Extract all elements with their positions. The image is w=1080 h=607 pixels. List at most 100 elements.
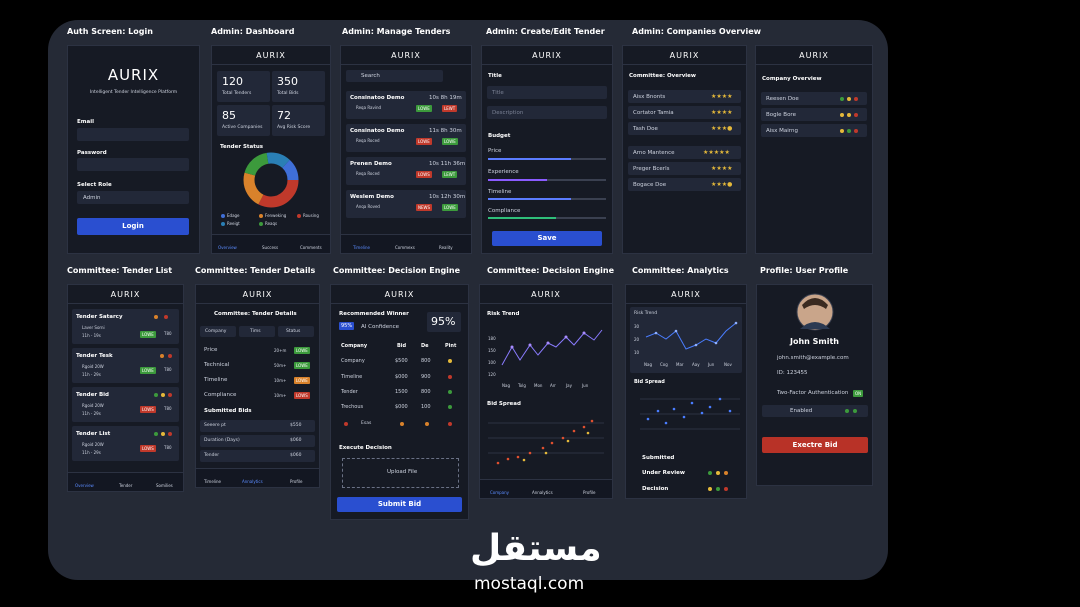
- row-label: Technical: [204, 362, 230, 368]
- x-tick-label: Jay: [566, 383, 572, 388]
- decision-chart-screen: AURIX Risk Trend 180 150 100 120 Nag Tol…: [479, 284, 613, 499]
- shape: [582, 331, 586, 335]
- shape: [802, 298, 828, 309]
- nav-item[interactable]: Tender: [119, 483, 133, 488]
- ui-box: [630, 307, 742, 373]
- item-sub: Reqa Roced: [356, 138, 380, 143]
- chart-title: Risk Trend: [634, 311, 658, 316]
- nav-item[interactable]: Reality: [439, 245, 453, 250]
- shape: [243, 152, 299, 208]
- nav-item[interactable]: Somilies: [156, 483, 173, 488]
- confidence: AI Confidence: [361, 324, 400, 330]
- section-title: Submitted Bids: [204, 408, 252, 414]
- nav-item[interactable]: Company: [490, 490, 510, 495]
- item-name: Tender List: [76, 431, 111, 437]
- nav-item[interactable]: Timeline: [353, 245, 371, 250]
- shape: [664, 421, 668, 425]
- tag: LOWE: [294, 377, 310, 384]
- tab[interactable]: Status: [286, 329, 301, 334]
- upload-box[interactable]: [342, 458, 459, 488]
- screen-title: Admin: Companies Overview: [632, 27, 762, 36]
- cell: $500: [395, 358, 408, 364]
- shape: [728, 409, 732, 413]
- save-button[interactable]: Save: [492, 231, 602, 246]
- shape: [734, 321, 738, 325]
- tab[interactable]: Company: [205, 329, 227, 334]
- twofa: Two-Factor Authentication: [777, 390, 849, 396]
- nav-item[interactable]: Overview: [218, 245, 237, 250]
- placeholder: Title: [492, 90, 504, 96]
- nav-item[interactable]: Success: [262, 245, 279, 250]
- ui-box: [217, 71, 270, 102]
- label: Email: [77, 119, 94, 125]
- email: john.smith@example.com: [777, 355, 849, 361]
- watermark: mostaql.com: [474, 574, 585, 594]
- ui-trk: [488, 179, 606, 181]
- chart-title: Bid Spread: [634, 379, 665, 385]
- status: Submitted: [642, 455, 675, 461]
- tender-list-screen: AURIX Tender Satarcy Laver Sorni 11h - 1…: [67, 284, 184, 492]
- header: AURIX: [331, 285, 468, 304]
- tab[interactable]: Tims: [250, 329, 261, 334]
- chart-title: Risk Trend: [487, 311, 520, 317]
- nav-item[interactable]: Overview: [75, 483, 94, 488]
- ui-box: [72, 309, 179, 344]
- ui-dot: [164, 315, 168, 319]
- shape: [544, 451, 548, 455]
- ui-dot: [259, 214, 263, 218]
- row-value: 20+m: [274, 348, 287, 353]
- brand: AURIX: [110, 290, 141, 299]
- shape: [690, 401, 694, 405]
- risk-chart: [501, 329, 603, 366]
- ui-star: ★★★★: [711, 109, 733, 116]
- col-header: De: [421, 343, 429, 349]
- execute-button[interactable]: Exectre Bid: [762, 437, 868, 453]
- ui-box: [72, 348, 179, 383]
- input: [77, 128, 189, 141]
- chart-title: Bid Spread: [487, 401, 521, 407]
- ui-box: [487, 86, 607, 99]
- nav-item[interactable]: Timeline: [204, 479, 222, 484]
- submit-button[interactable]: Submit Bid: [337, 497, 462, 512]
- row-value: 50m+: [274, 363, 287, 368]
- row-label: Compliance: [204, 392, 237, 398]
- brand: AURIX: [391, 51, 421, 60]
- ui-dot: [154, 393, 158, 397]
- ui-star: ★★★●: [711, 181, 733, 188]
- select: [77, 191, 189, 204]
- nav-item[interactable]: Commexs: [395, 245, 415, 250]
- ui-dot: [854, 129, 858, 133]
- cell: $000: [395, 404, 408, 410]
- nav-item[interactable]: Annalytics: [242, 479, 263, 484]
- shape: [510, 345, 514, 349]
- placeholder: Description: [492, 110, 524, 116]
- tag: LOWS: [140, 445, 156, 452]
- ui-box: [762, 405, 868, 417]
- twofa-status: ON: [853, 390, 864, 397]
- ui-fil: [488, 198, 571, 200]
- slider-label: Timeline: [488, 189, 512, 195]
- item-sub: Rgoid 20W: [82, 364, 104, 369]
- tag: LOWE: [140, 367, 156, 374]
- brand: AURIX: [256, 51, 286, 60]
- nav-item[interactable]: Comments: [300, 245, 322, 250]
- screen-title: Committee: Decision Engine: [333, 266, 461, 275]
- ui-dot: [154, 315, 158, 319]
- shape: [243, 152, 299, 208]
- cell: Timeline: [341, 374, 363, 380]
- shape: [718, 397, 722, 401]
- shape: [522, 431, 590, 462]
- nav-item[interactable]: Profile: [583, 490, 596, 495]
- ui-dot: [344, 422, 348, 426]
- nav-bar: Company Annalytics Profile: [480, 479, 612, 498]
- ui-box: [628, 146, 741, 159]
- item-name: Tender Bid: [76, 392, 109, 398]
- brand: AURIX: [671, 290, 701, 299]
- item-time: 11s 8h 30m: [429, 128, 462, 134]
- shape: [800, 322, 830, 329]
- status: Decision: [642, 486, 669, 492]
- login-button[interactable]: Login: [77, 218, 189, 235]
- nav-item[interactable]: Profile: [290, 479, 303, 484]
- nav-item[interactable]: Annalytics: [532, 490, 553, 495]
